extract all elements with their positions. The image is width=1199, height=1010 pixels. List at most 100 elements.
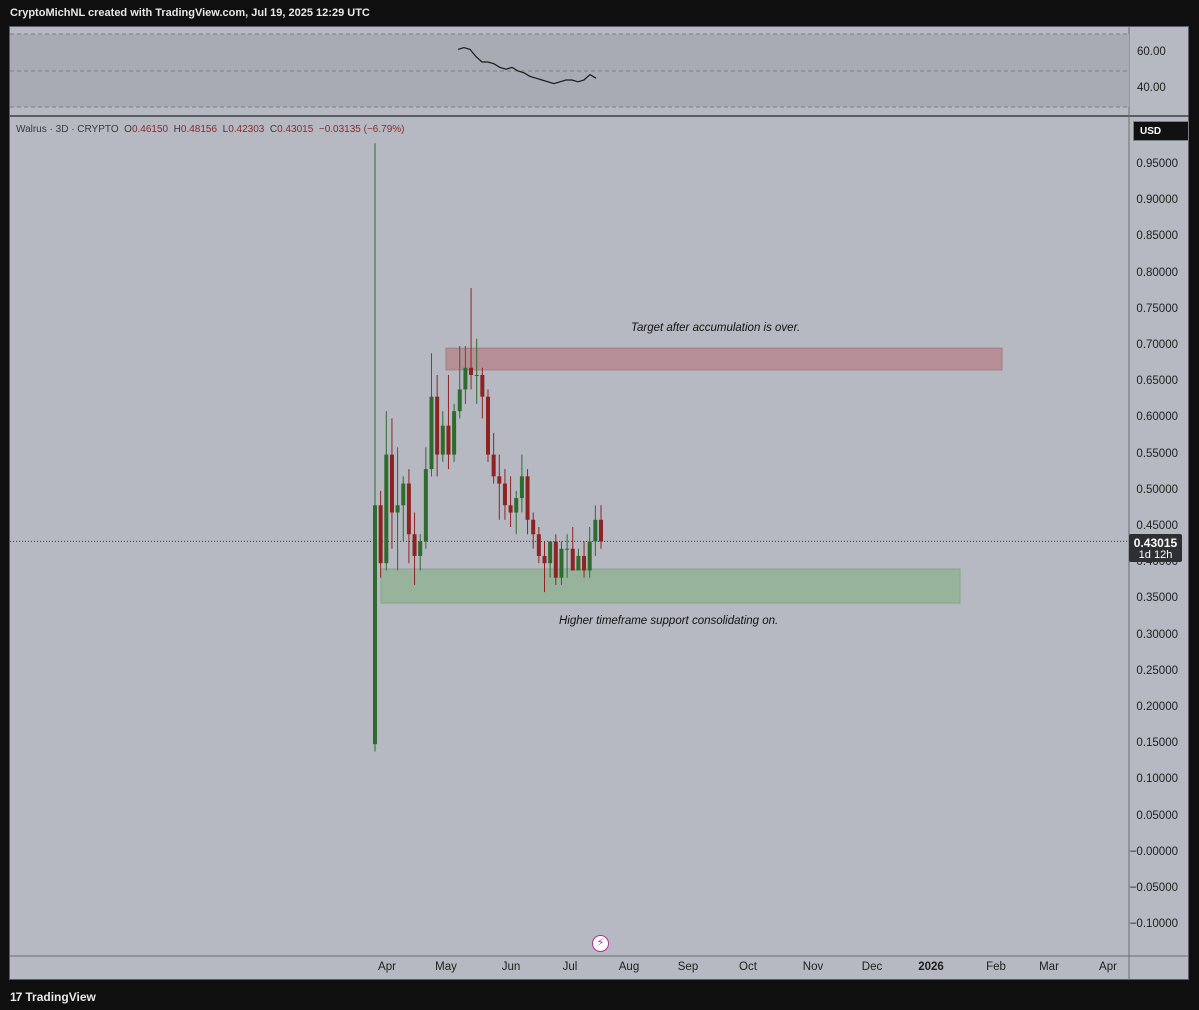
candle-body [502,483,507,506]
high-label: H [173,124,181,135]
bottom-bar: 17 TradingView [0,983,1199,1010]
open-value: 0.46150 [131,124,169,135]
price-tick-label: −0.00000 [1129,845,1178,858]
time-tick-label: Feb [986,961,1006,973]
price-tick-label: 0.85000 [1136,230,1178,243]
candle-body [423,469,428,542]
candle-body [542,555,547,564]
last-price-value: 0.43015 [1133,536,1178,550]
time-tick-label: Aug [618,961,640,973]
time-tick-label: May [435,961,457,973]
time-tick-label: Jul [562,961,578,973]
osc-tick-label: 40.00 [1137,82,1166,94]
candle-body [531,519,536,535]
last-price-tag: 0.43015 1d 12h [1129,534,1182,562]
candle-body [576,555,581,571]
candle-body [457,389,462,412]
candle-body [486,396,490,455]
time-tick-label: Sep [677,961,699,973]
candle-body [384,454,389,564]
price-tick-label: 0.30000 [1136,628,1178,641]
support-annotation: Higher timeframe support consolidating o… [559,615,779,627]
candle-body [452,411,457,455]
candle-body [548,541,553,564]
price-tick-label: 0.05000 [1136,809,1178,822]
price-tick-label: 0.65000 [1136,375,1178,388]
candle-body [497,476,502,484]
candle-body [446,425,451,455]
price-tick-label: 0.50000 [1136,483,1178,496]
candle-body [418,541,423,556]
price-tick-label: 0.95000 [1136,158,1178,170]
candle-body [412,534,417,556]
candle-body [536,534,541,556]
lightning-icon[interactable]: ⚡ [592,935,609,952]
candle-body [525,476,530,520]
support-zone [380,568,961,604]
price-tick-label: 0.70000 [1136,339,1178,351]
price-tick-label: −0.10000 [1129,918,1178,931]
top-bar: CryptoMichNL created with TradingView.co… [0,0,1199,26]
candle-body [570,548,575,571]
time-tick-label: Jun [501,961,521,973]
candle-body [480,374,485,397]
price-tick-label: 0.10000 [1136,773,1178,786]
symbol-name: Walrus · 3D · CRYPTO [16,124,119,135]
oscillator-band [10,34,1129,107]
tradingview-logo-name: TradingView [25,990,96,1004]
time-tick-label: Nov [802,961,824,973]
price-tick-label: 0.25000 [1136,664,1178,677]
candle-body [435,396,440,455]
candle-body [559,548,564,578]
osc-tick-label: 60.00 [1137,46,1166,58]
target-zone [445,347,1003,371]
close-value: 0.43015 [277,124,314,135]
time-tick-label: 2026 [918,961,944,973]
candle-body [519,476,524,499]
time-tick-label: Apr [1099,961,1117,973]
price-tick-label: 0.75000 [1136,302,1178,315]
price-tick-label: 0.80000 [1136,266,1178,279]
candle-body [401,483,406,506]
candle-body [474,374,479,376]
low-label: L [222,124,229,135]
price-tick-label: 0.20000 [1136,701,1178,713]
price-tick-label: 0.90000 [1136,194,1178,207]
close-label: C [269,124,278,135]
price-tick-label: −0.05000 [1129,882,1178,894]
price-tick-label: 0.45000 [1136,520,1178,532]
chart-frame[interactable] [9,26,1189,980]
candle-countdown: 1d 12h [1138,549,1173,561]
time-tick-label: Dec [861,961,883,973]
candle-body [491,454,496,477]
candle-body [373,505,377,745]
candle-body [508,505,513,513]
author-credit: CryptoMichNL created with TradingView.co… [10,7,370,19]
candle-body [587,541,592,571]
candle-body [406,483,411,535]
high-value: 0.48156 [180,124,218,135]
candle-body [553,541,558,578]
candle-body [429,396,434,470]
candle-body [469,367,474,375]
tradingview-logo[interactable]: 17 TradingView [10,989,96,1005]
change-value: −0.03135 (−6.79%) [318,124,405,135]
price-tick-label: 0.55000 [1136,447,1178,460]
candle-body [463,367,468,390]
candle-body [599,519,603,542]
candle-body [582,555,587,571]
price-tick-label: 0.60000 [1136,411,1178,424]
candle-body [395,505,400,513]
target-annotation: Target after accumulation is over. [631,322,801,334]
price-tick-label: 0.35000 [1136,592,1178,605]
time-tick-label: Mar [1039,961,1059,973]
low-value: 0.42303 [228,124,265,135]
time-tick-label: Oct [739,961,757,973]
candle-body [593,519,598,542]
currency-button[interactable]: USD [1133,121,1189,141]
candle-body [378,505,383,564]
tradingview-logo-icon: 17 [10,990,22,1004]
open-label: O [124,124,132,135]
candle-body [514,498,519,513]
